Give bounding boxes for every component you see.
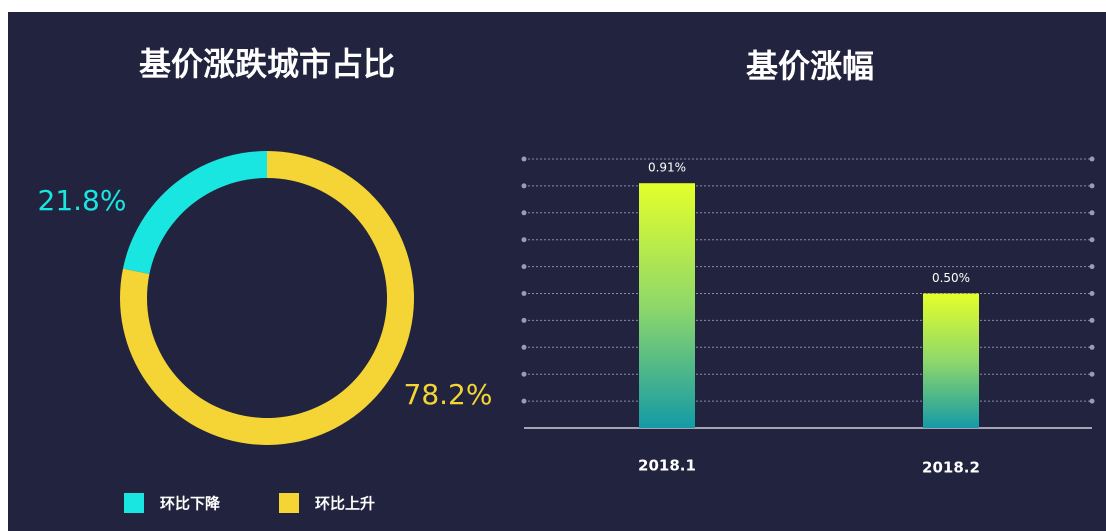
donut-title: 基价涨跌城市占比: [139, 45, 395, 83]
x-tick-label: 2018.2: [922, 459, 980, 477]
bar-title: 基价涨幅: [746, 47, 874, 85]
background: [8, 12, 1106, 531]
grid-dot: [521, 264, 527, 270]
grid-dot: [521, 398, 527, 404]
legend-swatch: [124, 493, 144, 513]
grid-dot: [521, 210, 527, 216]
donut-segment: [122, 151, 267, 275]
grid-dot: [521, 371, 527, 377]
data-label: 0.91%: [648, 161, 686, 175]
grid-dot: [1089, 371, 1095, 377]
legend-swatch: [279, 493, 299, 513]
grid-dot: [521, 156, 527, 162]
grid-dot: [1089, 210, 1095, 216]
legend-label: 环比下降: [160, 495, 221, 513]
grid-dot: [1089, 344, 1095, 350]
x-tick-label: 2018.1: [638, 457, 696, 475]
grid-dot: [521, 237, 527, 243]
grid-dot: [521, 344, 527, 350]
bar: [639, 183, 695, 428]
grid-dot: [1089, 291, 1095, 296]
bar: [923, 293, 979, 428]
grid-dot: [1089, 398, 1095, 404]
grid-dot: [521, 291, 527, 296]
data-label: 21.8%: [38, 184, 127, 217]
legend-label: 环比上升: [315, 495, 375, 513]
grid-dot: [521, 183, 527, 189]
grid-dot: [1089, 183, 1095, 189]
grid-dot: [1089, 237, 1095, 243]
grid-dot: [1089, 156, 1095, 162]
grid-dot: [521, 317, 527, 323]
data-label: 78.2%: [404, 378, 493, 411]
data-label: 0.50%: [932, 271, 970, 285]
grid-dot: [1089, 317, 1095, 323]
grid-dot: [1089, 264, 1095, 270]
